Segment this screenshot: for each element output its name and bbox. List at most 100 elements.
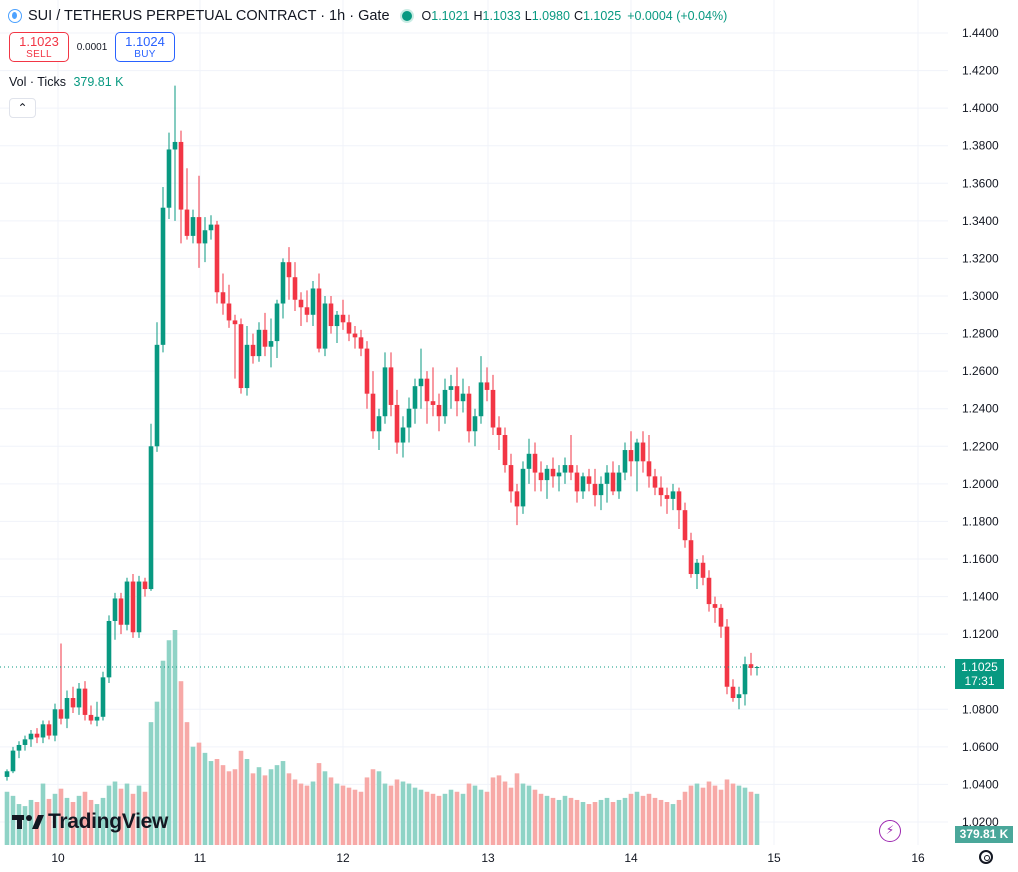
settings-gear-icon[interactable] (979, 850, 993, 864)
collapse-legend-button[interactable]: ⌃ (9, 98, 36, 118)
volume-bar (514, 773, 520, 845)
volume-bar (430, 793, 436, 845)
sui-logo-icon (8, 9, 22, 23)
candle-body (436, 404, 442, 417)
candle-body (154, 344, 160, 447)
candle-body (694, 562, 700, 575)
volume-bar (106, 785, 112, 845)
candle-body (430, 401, 436, 405)
candle (526, 438, 532, 484)
candle-body (82, 688, 88, 715)
volume-bar (532, 789, 538, 845)
candle-body (286, 262, 292, 278)
candle-body (388, 367, 394, 405)
volume-bar (478, 789, 484, 845)
candle (646, 435, 652, 488)
volume-bar (400, 781, 406, 845)
volume-bar (160, 660, 166, 845)
candle (220, 273, 226, 315)
candle (58, 643, 64, 725)
candle (628, 431, 634, 477)
volume-bar (28, 799, 34, 845)
candle (208, 215, 214, 240)
volume-bar (100, 797, 106, 845)
candle-body (136, 581, 142, 633)
candle-body (268, 341, 274, 347)
price-tick-label: 1.1200 (962, 627, 999, 641)
volume-bar (202, 752, 208, 845)
price-tick-label: 1.0400 (962, 777, 999, 791)
candle-body (550, 468, 556, 477)
price-tick-label: 1.1400 (962, 590, 999, 604)
volume-bar (622, 797, 628, 845)
candle (574, 465, 580, 503)
volume-bar (76, 795, 82, 845)
candle (40, 720, 46, 744)
candle-body (622, 450, 628, 473)
candle-body (340, 314, 346, 323)
candle (70, 686, 76, 714)
candle (202, 217, 208, 263)
candle-body (304, 307, 310, 315)
volume-bar (580, 802, 586, 845)
volume-bar (196, 742, 202, 845)
volume-bar (550, 797, 556, 845)
volume-bar (178, 681, 184, 845)
volume-bar (640, 795, 646, 845)
candle-body (640, 442, 646, 462)
candle (136, 575, 142, 638)
candle-body (688, 540, 694, 575)
candle (256, 322, 262, 362)
candle-body (316, 288, 322, 349)
candle (622, 442, 628, 481)
sell-button[interactable]: 1.1023 SELL (9, 32, 69, 62)
candle-body (274, 303, 280, 342)
volume-bar (700, 787, 706, 845)
volume-bar (388, 785, 394, 845)
volume-bar (280, 761, 286, 845)
price-tick-label: 1.2800 (962, 327, 999, 341)
candle-body (682, 510, 688, 541)
volume-bar (4, 791, 10, 845)
candle (94, 701, 100, 727)
price-tick-label: 1.2200 (962, 439, 999, 453)
candle (304, 290, 310, 323)
spread-value: 0.0001 (76, 41, 108, 53)
volume-bar (724, 779, 730, 845)
candle (298, 292, 304, 327)
volume-bar (262, 775, 268, 845)
candle-body (88, 714, 94, 721)
volume-bar (358, 791, 364, 845)
symbol-title[interactable]: SUI / TETHERUS PERPETUAL CONTRACT · 1h ·… (28, 8, 390, 24)
time-tick-label: 16 (911, 851, 925, 865)
volume-bar (376, 771, 382, 845)
volume-bar (520, 783, 526, 845)
volume-bar (58, 788, 64, 845)
volume-bar (712, 785, 718, 845)
volume-bar (352, 789, 358, 845)
volume-bar (64, 797, 70, 845)
time-tick-label: 14 (624, 851, 638, 865)
candle (490, 374, 496, 436)
buy-button[interactable]: 1.1024 BUY (115, 32, 175, 62)
candle (568, 435, 574, 481)
candle (280, 258, 286, 319)
candle (88, 705, 94, 725)
candle (478, 356, 484, 424)
tradingview-logo[interactable]: TradingView (12, 810, 168, 834)
volume-bar (322, 771, 328, 845)
lightning-button[interactable]: ⚡︎ (879, 820, 901, 842)
candle-body (100, 677, 106, 717)
candle-body (148, 446, 154, 590)
volume-legend[interactable]: Vol · Ticks 379.81 K (9, 75, 124, 89)
candle (160, 187, 166, 353)
candle (250, 333, 256, 364)
candle (316, 273, 322, 353)
candle-body (292, 277, 298, 300)
volume-bar (130, 793, 136, 845)
candle-body (376, 416, 382, 432)
candle-body (76, 688, 82, 708)
candle-body (532, 453, 538, 473)
candle (580, 472, 586, 499)
